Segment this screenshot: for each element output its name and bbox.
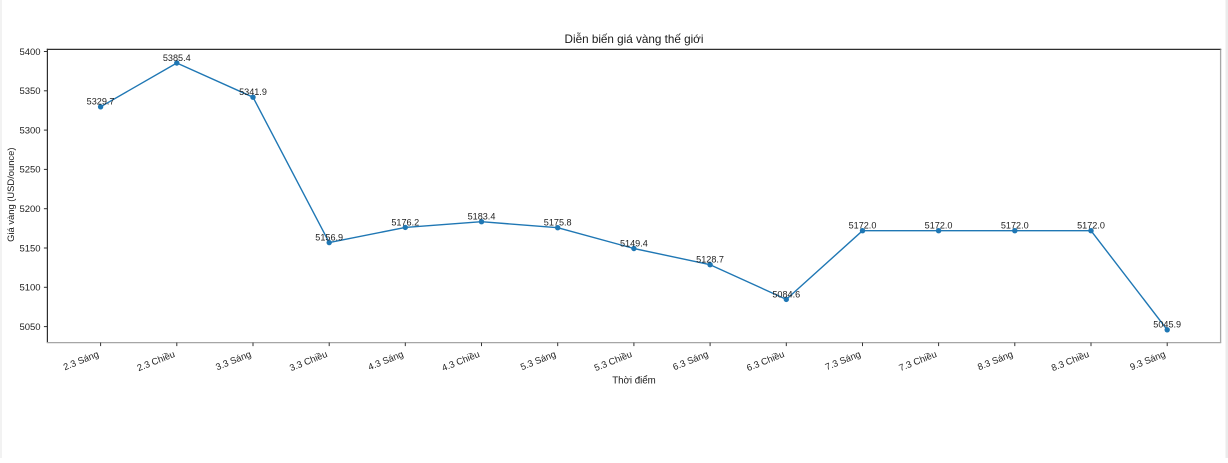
svg-text:5149.4: 5149.4 bbox=[620, 238, 648, 248]
svg-text:5385.4: 5385.4 bbox=[163, 53, 191, 63]
svg-text:5341.9: 5341.9 bbox=[239, 87, 267, 97]
svg-text:5045.9: 5045.9 bbox=[1153, 320, 1181, 330]
svg-text:5200: 5200 bbox=[19, 204, 40, 215]
svg-text:Giá vàng (USD/ounce): Giá vàng (USD/ounce) bbox=[5, 148, 16, 242]
svg-text:5175.8: 5175.8 bbox=[544, 218, 572, 228]
svg-text:5250: 5250 bbox=[19, 165, 40, 176]
svg-text:5183.4: 5183.4 bbox=[468, 212, 496, 222]
svg-text:5329.7: 5329.7 bbox=[87, 97, 115, 107]
svg-text:5100: 5100 bbox=[19, 283, 40, 294]
svg-text:5400: 5400 bbox=[19, 47, 40, 58]
svg-text:Thời điểm: Thời điểm bbox=[612, 376, 656, 387]
svg-text:5350: 5350 bbox=[19, 86, 40, 97]
svg-text:5300: 5300 bbox=[19, 125, 40, 136]
svg-text:5172.0: 5172.0 bbox=[1001, 221, 1029, 231]
svg-text:5150: 5150 bbox=[19, 243, 40, 254]
svg-text:5156.9: 5156.9 bbox=[315, 233, 343, 243]
svg-text:5172.0: 5172.0 bbox=[849, 221, 877, 231]
svg-text:5172.0: 5172.0 bbox=[1077, 221, 1105, 231]
svg-text:5176.2: 5176.2 bbox=[391, 217, 419, 227]
svg-text:5084.6: 5084.6 bbox=[772, 289, 800, 299]
svg-text:5172.0: 5172.0 bbox=[925, 221, 953, 231]
svg-text:5128.7: 5128.7 bbox=[696, 255, 724, 265]
svg-text:5050: 5050 bbox=[19, 322, 40, 333]
svg-text:Diễn biến giá vàng thế giới: Diễn biến giá vàng thế giới bbox=[565, 33, 704, 46]
